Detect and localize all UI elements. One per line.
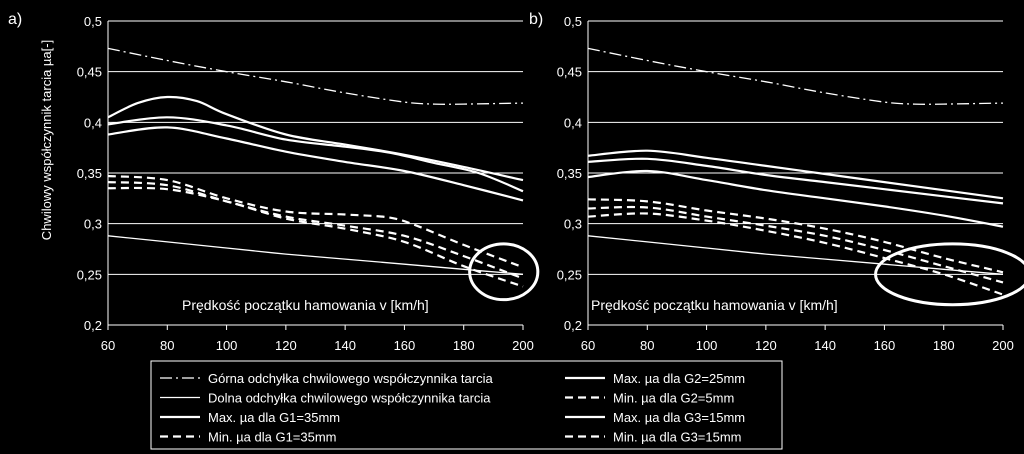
panel-b-series-line-7 — [587, 205, 1004, 284]
panel-b-x-tick-label: 80 — [640, 338, 654, 353]
panel-b-series-line-8 — [587, 212, 1004, 296]
legend-label-1: Górna odchyłka chwilowego współczynnika … — [208, 371, 493, 386]
legend-label-2: Dolna odchyłka chwilowego współczynnika … — [208, 391, 491, 406]
panel-b-y-tick-label: 0,35 — [557, 166, 582, 181]
panel-a-y-tick-label: 0,25 — [77, 267, 102, 282]
panel-a-series-line-7 — [107, 181, 524, 280]
legend-label-7: Max. µa dla G3=15mm — [613, 410, 745, 425]
legend: Górna odchyłka chwilowego współczynnika … — [150, 360, 783, 450]
panel-b-series-line-4 — [587, 157, 1004, 205]
legend-label-5: Max. µa dla G2=25mm — [613, 371, 745, 386]
panel-b-x-tick-label: 200 — [992, 338, 1014, 353]
panel-a-x-tick-label: 200 — [512, 338, 534, 353]
panel-b-x-tick-label: 100 — [696, 338, 718, 353]
panel-a-y-tick-label: 0,35 — [77, 166, 102, 181]
legend-label-6: Min. µa dla G2=5mm — [613, 391, 734, 406]
panel-b-series-line-2 — [587, 235, 1004, 275]
legend-label-3: Max. µa dla G1=35mm — [208, 410, 340, 425]
panel-a-y-tick-label: 0,2 — [84, 318, 102, 333]
panel-b-label: b) — [529, 11, 543, 28]
panel-a-highlight-ellipse — [468, 242, 540, 302]
panel-b-x-tick-label: 160 — [874, 338, 896, 353]
chart-panel-b: b) Prędkość początku hamowania v [km/h] … — [529, 11, 1024, 353]
panel-b-gridlines — [587, 20, 1004, 330]
panel-a-x-tick-label: 120 — [275, 338, 297, 353]
panel-b-y-tick-label: 0,25 — [557, 267, 582, 282]
panel-b-x-tick-label: 180 — [933, 338, 955, 353]
panel-b-x-tick-label: 120 — [755, 338, 777, 353]
panel-b-x-tick-label: 60 — [581, 338, 595, 353]
panel-b-series-line-3 — [587, 149, 1004, 200]
chart-panel-a: a) Prędkość początku hamowania v [km/h] … — [8, 11, 540, 353]
panel-a-label: a) — [8, 11, 22, 28]
panel-a-y-tick-label: 0,3 — [84, 217, 102, 232]
panel-b-y-tick-label: 0,2 — [564, 318, 582, 333]
legend-label-8: Min. µa dla G3=15mm — [613, 430, 742, 445]
panel-a-series-line-8 — [107, 186, 524, 288]
panel-a-y-tick-label: 0,45 — [77, 65, 102, 80]
panel-a-y-tick-label: 0,5 — [84, 14, 102, 29]
panel-a-x-tick-label: 180 — [453, 338, 475, 353]
panel-a-series-line-5 — [107, 126, 524, 202]
panel-b-y-tick-label: 0,3 — [564, 217, 582, 232]
panel-a-x-tick-label: 100 — [216, 338, 238, 353]
panel-b-y-tick-label: 0,5 — [564, 14, 582, 29]
panel-a-series-line-6 — [107, 174, 524, 269]
panel-a-x-tick-label: 140 — [334, 338, 356, 353]
legend-box — [150, 360, 783, 450]
panel-b-x-tick-label: 140 — [814, 338, 836, 353]
panel-a-y-tick-label: 0,4 — [84, 115, 102, 130]
panel-b-y-tick-label: 0,4 — [564, 115, 582, 130]
panel-b-y-tick-label: 0,45 — [557, 65, 582, 80]
panel-b-x-axis-title: Prędkość początku hamowania v [km/h] — [591, 297, 838, 313]
panel-a-series-line-3 — [107, 95, 524, 182]
panel-b-series-line-5 — [587, 169, 1004, 228]
y-axis-title: Chwilowy współczynnik tarcia µa[-] — [39, 40, 54, 240]
panel-a-x-axis-title: Prędkość początku hamowania v [km/h] — [182, 297, 429, 313]
panel-a-x-tick-label: 160 — [394, 338, 416, 353]
legend-label-4: Min. µa dla G1=35mm — [208, 430, 337, 445]
panel-b-highlight-ellipse — [874, 242, 1024, 307]
panel-a-series-line-4 — [107, 116, 524, 193]
panel-a-series-line-2 — [107, 235, 524, 275]
panel-a-x-tick-label: 60 — [101, 338, 115, 353]
panel-a-x-tick-label: 80 — [160, 338, 174, 353]
panel-b-series-line-6 — [587, 198, 1004, 274]
